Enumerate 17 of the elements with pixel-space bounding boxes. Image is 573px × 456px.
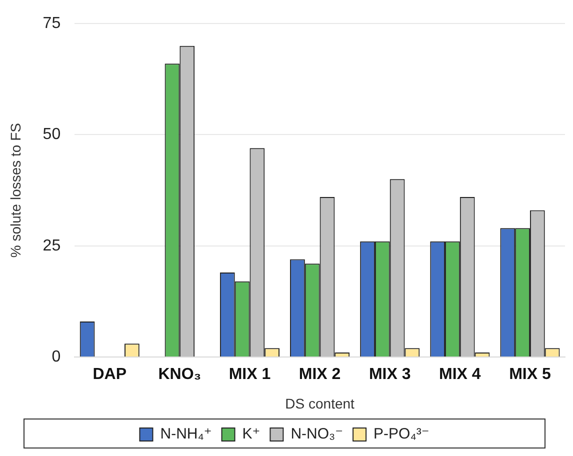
x-tick-label: MIX 4 [439,366,481,384]
x-axis-title: DS content [285,395,355,412]
x-tick-label: KNO₃ [158,366,202,384]
x-tick-label: DAP [92,366,127,384]
legend-label: N-NO₃⁻ [290,426,344,443]
y-tick-label: 50 [42,126,61,144]
x-tick-label: MIX 2 [298,366,341,384]
legend-label: K⁺ [242,426,260,443]
x-tick-label: MIX 5 [509,366,551,384]
y-tick-label: 25 [42,237,61,254]
legend-label: P-PO₄³⁻ [374,426,430,443]
y-tick-label: 0 [52,348,61,366]
x-tick-label: MIX 1 [228,366,271,384]
y-tick-label: 75 [42,15,61,32]
legend-label: N-NH₄⁺ [160,426,212,443]
x-tick-label: MIX 3 [368,366,411,384]
y-axis-title: % solute losses to FS [7,122,24,258]
